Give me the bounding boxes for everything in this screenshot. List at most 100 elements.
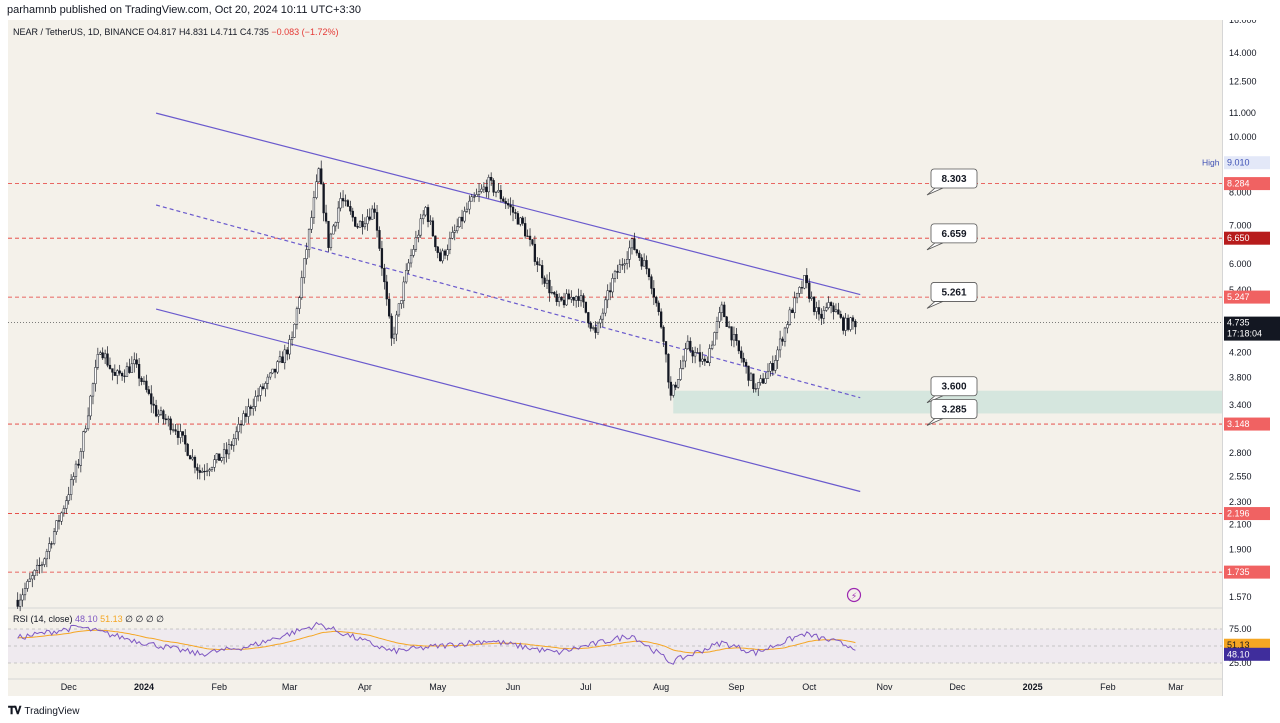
candle-body [851,317,855,322]
candle-body [91,383,95,397]
last-price-badge [1224,316,1280,341]
y-tick-label: 16.000 [1229,20,1257,25]
candle-body [579,295,583,301]
candle-body [154,405,158,417]
candle-body [718,312,721,322]
candle-body [159,410,163,415]
candle-body [184,435,187,445]
candle-body [409,255,413,264]
candle-body [781,338,784,342]
candle-body [757,382,760,389]
candle-body [312,197,316,218]
candle-body [305,249,308,260]
rsi-label[interactable]: RSI (14, close) [13,614,73,624]
candle-body [844,317,847,331]
candle-body [101,352,104,359]
candle-body [599,318,602,324]
candle-body [57,520,61,522]
candle-body [458,216,461,228]
candle-body [759,378,762,383]
candle-body [499,190,503,200]
candle-body [613,271,617,279]
x-tick-label: Apr [358,682,372,692]
candle-body [589,322,592,329]
candle-body [227,444,231,455]
candle-body [623,263,626,266]
price-axis[interactable]: 16.000 14.000 12.500 11.000 10.000 8.000 7.000… [1222,20,1280,696]
y-tick-label: 2.800 [1229,448,1252,458]
level-badge [1224,177,1270,191]
candle-body [684,348,687,362]
candle-body [293,323,296,338]
candle-body [230,444,233,446]
candle-body [55,520,58,532]
candle-body [315,181,318,198]
candle-body [441,250,444,262]
candle-body [164,418,167,421]
candle-body [33,570,36,576]
candle-body [766,370,770,379]
rsi-value: 48.10 [75,614,98,624]
candle-body [567,293,571,300]
level-badge [1224,290,1270,304]
candle-body [103,353,107,359]
ohlc-close: C4.735 [239,27,269,37]
candle-body [443,250,447,256]
high-badge [1224,156,1270,170]
candle-body [434,235,437,248]
candle-body [429,220,432,222]
candle-body [761,378,765,384]
candle-body [162,410,165,420]
candle-body [358,221,362,228]
candle-body [477,191,481,195]
channel-mid-line [155,204,861,399]
x-tick-label: Feb [1100,682,1116,692]
candle-body [135,359,138,365]
x-tick-label: Aug [653,682,669,692]
candle-body [558,296,561,302]
candle-body [854,320,857,328]
ohlc-high: H4.831 [178,27,208,37]
candle-body [196,467,199,471]
candle-body [460,216,464,222]
candle-body [349,206,352,212]
symbol-pair[interactable]: NEAR / TetherUS, 1D, BINANCE [13,27,145,37]
candle-body [422,214,425,220]
candle-body [354,216,357,227]
level-badge-text: 8.284 [1227,179,1250,189]
candle-body [494,191,498,193]
candle-body [647,268,651,278]
candle-body [749,373,753,381]
candle-body [341,198,345,202]
candle-body [596,322,600,333]
candle-body [548,279,551,294]
candle-body [822,310,825,319]
candle-body [237,424,240,433]
level-badge [1224,417,1270,431]
candle-body [465,208,469,212]
candle-body [701,358,704,362]
candle-body [577,296,580,301]
tradingview-logo[interactable]: 𝐓𝐕 TradingView [8,705,79,718]
candle-body [735,334,738,341]
candle-body [526,235,529,237]
candle-body [171,429,175,431]
candle-body [582,295,585,303]
candle-body [550,292,554,294]
rsi-ma-value: 51.13 [100,614,123,624]
candle-body [800,287,804,289]
price-chart-svg[interactable]: 8.303 6.659 5.261 3.600 3.285 ⚡ Dec 2024 Feb Mar A… [8,20,1222,696]
channel-lower-line [155,308,861,493]
x-tick-label: Dec [61,682,78,692]
rsi-line [17,621,856,665]
candle-body [157,414,160,417]
candle-body [405,270,408,283]
candle-body [286,349,289,355]
level-badge [1224,507,1270,521]
chart-area[interactable]: 8.303 6.659 5.261 3.600 3.285 ⚡ Dec 2024 Feb Mar A… [8,20,1222,696]
candle-body [201,470,204,473]
candle-body [65,500,68,509]
lightning-icon-glyph: ⚡ [851,592,857,602]
candle-body [264,383,267,389]
ohlc-change: −0.083 (−1.72%) [271,27,339,37]
